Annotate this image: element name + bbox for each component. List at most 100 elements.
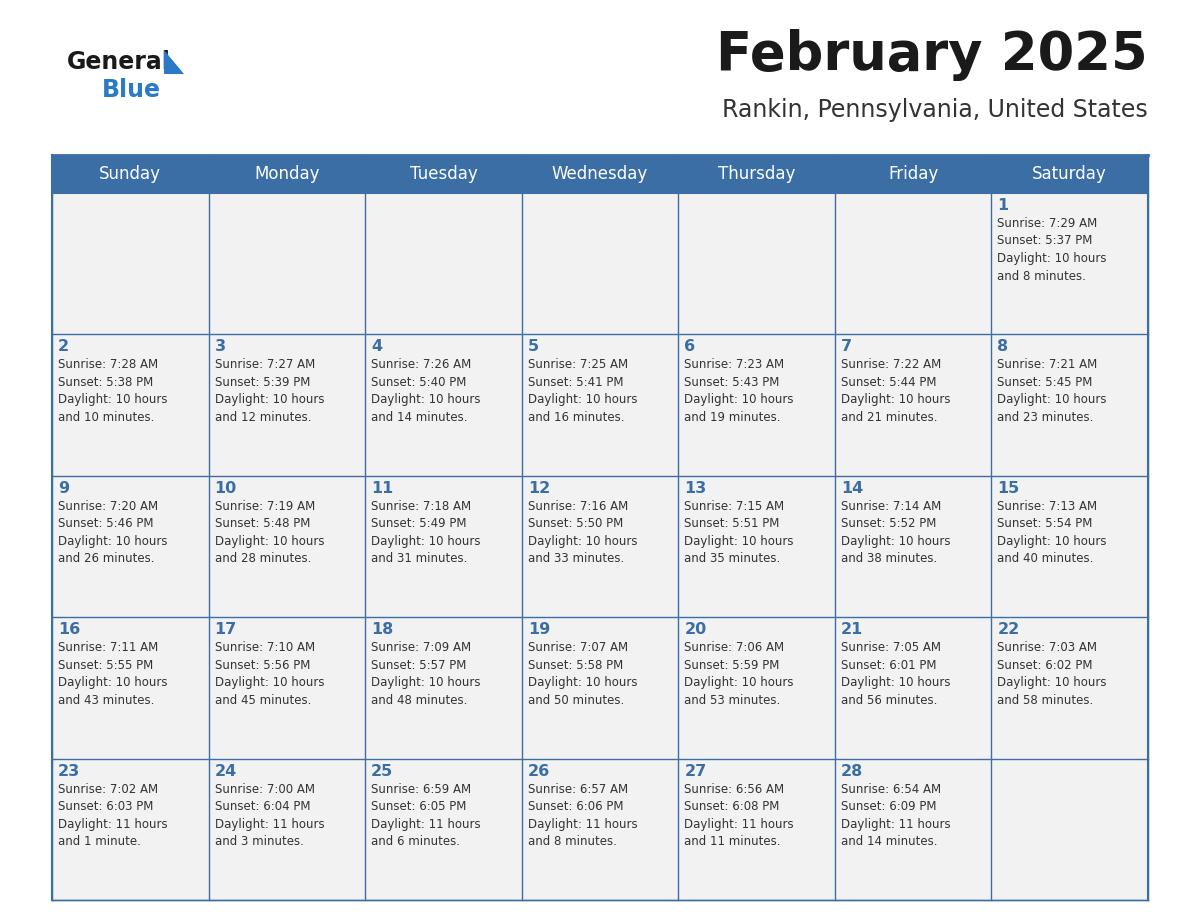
Text: 18: 18 [371,622,393,637]
Bar [52,155,209,193]
Text: Sunrise: 7:00 AM
Sunset: 6:04 PM
Daylight: 11 hours
and 3 minutes.: Sunrise: 7:00 AM Sunset: 6:04 PM Dayligh… [215,783,324,848]
Bar [522,476,678,617]
Text: Sunrise: 7:11 AM
Sunset: 5:55 PM
Daylight: 10 hours
and 43 minutes.: Sunrise: 7:11 AM Sunset: 5:55 PM Dayligh… [58,641,168,707]
Text: 2: 2 [58,340,69,354]
Text: 3: 3 [215,340,226,354]
Text: Sunrise: 7:06 AM
Sunset: 5:59 PM
Daylight: 10 hours
and 53 minutes.: Sunrise: 7:06 AM Sunset: 5:59 PM Dayligh… [684,641,794,707]
Text: Sunrise: 6:59 AM
Sunset: 6:05 PM
Daylight: 11 hours
and 6 minutes.: Sunrise: 6:59 AM Sunset: 6:05 PM Dayligh… [371,783,481,848]
Bar [209,193,365,334]
Bar [209,155,365,193]
Text: Sunrise: 7:27 AM
Sunset: 5:39 PM
Daylight: 10 hours
and 12 minutes.: Sunrise: 7:27 AM Sunset: 5:39 PM Dayligh… [215,358,324,424]
Bar [992,193,1148,334]
Bar [52,193,209,334]
Bar [835,334,992,476]
Bar [209,476,365,617]
Text: 24: 24 [215,764,236,778]
Text: Friday: Friday [887,165,939,183]
Text: Sunrise: 6:57 AM
Sunset: 6:06 PM
Daylight: 11 hours
and 8 minutes.: Sunrise: 6:57 AM Sunset: 6:06 PM Dayligh… [527,783,637,848]
Text: Sunrise: 7:25 AM
Sunset: 5:41 PM
Daylight: 10 hours
and 16 minutes.: Sunrise: 7:25 AM Sunset: 5:41 PM Dayligh… [527,358,637,424]
Text: Sunrise: 7:18 AM
Sunset: 5:49 PM
Daylight: 10 hours
and 31 minutes.: Sunrise: 7:18 AM Sunset: 5:49 PM Dayligh… [371,499,481,565]
Text: February 2025: February 2025 [716,29,1148,81]
Bar [835,476,992,617]
Text: Sunrise: 7:20 AM
Sunset: 5:46 PM
Daylight: 10 hours
and 26 minutes.: Sunrise: 7:20 AM Sunset: 5:46 PM Dayligh… [58,499,168,565]
Bar [52,476,209,617]
Text: Sunrise: 7:15 AM
Sunset: 5:51 PM
Daylight: 10 hours
and 35 minutes.: Sunrise: 7:15 AM Sunset: 5:51 PM Dayligh… [684,499,794,565]
Bar [365,758,522,900]
Text: 13: 13 [684,481,707,496]
Bar [52,617,209,758]
Text: 12: 12 [527,481,550,496]
Text: 20: 20 [684,622,707,637]
Text: 21: 21 [841,622,864,637]
Text: Saturday: Saturday [1032,165,1107,183]
Text: Sunrise: 7:09 AM
Sunset: 5:57 PM
Daylight: 10 hours
and 48 minutes.: Sunrise: 7:09 AM Sunset: 5:57 PM Dayligh… [371,641,481,707]
Text: Sunrise: 7:10 AM
Sunset: 5:56 PM
Daylight: 10 hours
and 45 minutes.: Sunrise: 7:10 AM Sunset: 5:56 PM Dayligh… [215,641,324,707]
Text: Sunrise: 7:28 AM
Sunset: 5:38 PM
Daylight: 10 hours
and 10 minutes.: Sunrise: 7:28 AM Sunset: 5:38 PM Dayligh… [58,358,168,424]
Bar [835,193,992,334]
Text: 22: 22 [998,622,1019,637]
Bar [678,193,835,334]
Bar [209,617,365,758]
Text: Sunrise: 7:23 AM
Sunset: 5:43 PM
Daylight: 10 hours
and 19 minutes.: Sunrise: 7:23 AM Sunset: 5:43 PM Dayligh… [684,358,794,424]
Text: 9: 9 [58,481,69,496]
Bar [992,617,1148,758]
Text: 5: 5 [527,340,539,354]
Bar [365,334,522,476]
Bar [992,758,1148,900]
Text: Blue: Blue [102,78,162,102]
Bar [992,334,1148,476]
Text: 16: 16 [58,622,81,637]
Text: Rankin, Pennsylvania, United States: Rankin, Pennsylvania, United States [722,98,1148,122]
Text: 14: 14 [841,481,864,496]
Bar [365,476,522,617]
Bar [365,155,522,193]
Bar [522,758,678,900]
Text: 27: 27 [684,764,707,778]
Text: Thursday: Thursday [718,165,795,183]
Text: Sunrise: 6:56 AM
Sunset: 6:08 PM
Daylight: 11 hours
and 11 minutes.: Sunrise: 6:56 AM Sunset: 6:08 PM Dayligh… [684,783,794,848]
Text: Sunrise: 7:05 AM
Sunset: 6:01 PM
Daylight: 10 hours
and 56 minutes.: Sunrise: 7:05 AM Sunset: 6:01 PM Dayligh… [841,641,950,707]
Bar [835,155,992,193]
Bar [522,617,678,758]
Bar [835,758,992,900]
Text: Sunrise: 7:14 AM
Sunset: 5:52 PM
Daylight: 10 hours
and 38 minutes.: Sunrise: 7:14 AM Sunset: 5:52 PM Dayligh… [841,499,950,565]
Bar [365,193,522,334]
Text: Sunday: Sunday [100,165,162,183]
Text: Monday: Monday [254,165,320,183]
Text: Sunrise: 7:21 AM
Sunset: 5:45 PM
Daylight: 10 hours
and 23 minutes.: Sunrise: 7:21 AM Sunset: 5:45 PM Dayligh… [998,358,1107,424]
Bar [52,334,209,476]
Text: 17: 17 [215,622,236,637]
Polygon shape [164,50,184,74]
Bar [522,155,678,193]
Bar [678,758,835,900]
Bar [209,758,365,900]
Bar [678,617,835,758]
Text: 8: 8 [998,340,1009,354]
Text: 19: 19 [527,622,550,637]
Text: Wednesday: Wednesday [552,165,649,183]
Bar [992,155,1148,193]
Text: Sunrise: 7:29 AM
Sunset: 5:37 PM
Daylight: 10 hours
and 8 minutes.: Sunrise: 7:29 AM Sunset: 5:37 PM Dayligh… [998,217,1107,283]
Text: General: General [67,50,171,74]
Bar [52,758,209,900]
Bar [209,334,365,476]
Text: Sunrise: 7:03 AM
Sunset: 6:02 PM
Daylight: 10 hours
and 58 minutes.: Sunrise: 7:03 AM Sunset: 6:02 PM Dayligh… [998,641,1107,707]
Text: Sunrise: 6:54 AM
Sunset: 6:09 PM
Daylight: 11 hours
and 14 minutes.: Sunrise: 6:54 AM Sunset: 6:09 PM Dayligh… [841,783,950,848]
Text: Sunrise: 7:13 AM
Sunset: 5:54 PM
Daylight: 10 hours
and 40 minutes.: Sunrise: 7:13 AM Sunset: 5:54 PM Dayligh… [998,499,1107,565]
Text: Tuesday: Tuesday [410,165,478,183]
Text: 10: 10 [215,481,236,496]
Text: 26: 26 [527,764,550,778]
Bar [678,334,835,476]
Text: 15: 15 [998,481,1019,496]
Text: 28: 28 [841,764,864,778]
Text: Sunrise: 7:07 AM
Sunset: 5:58 PM
Daylight: 10 hours
and 50 minutes.: Sunrise: 7:07 AM Sunset: 5:58 PM Dayligh… [527,641,637,707]
Bar [522,334,678,476]
Bar [522,193,678,334]
Bar [835,617,992,758]
Text: 6: 6 [684,340,695,354]
Bar [992,476,1148,617]
Bar [678,476,835,617]
Bar [365,617,522,758]
Bar [678,155,835,193]
Text: 7: 7 [841,340,852,354]
